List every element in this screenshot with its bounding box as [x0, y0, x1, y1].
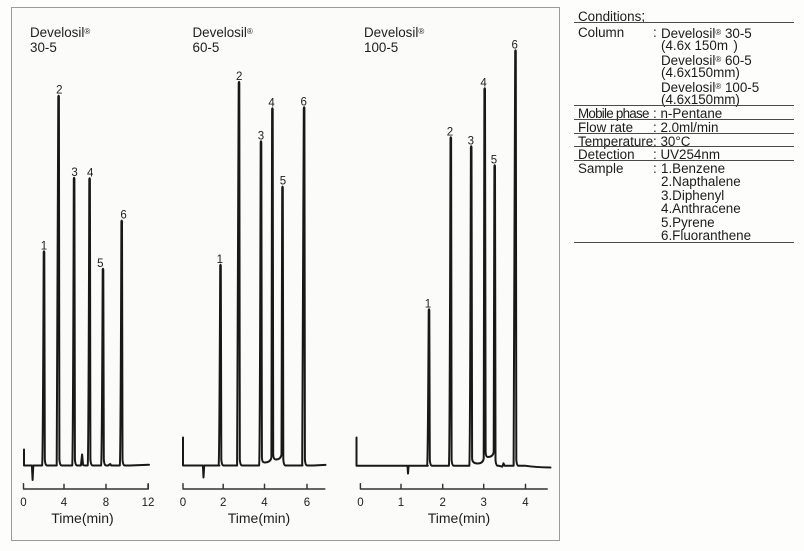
svg-text:3: 3: [468, 135, 474, 147]
svg-text:3: 3: [71, 167, 77, 179]
svg-text:4: 4: [268, 97, 275, 109]
svg-text:4: 4: [261, 497, 268, 509]
svg-text:5: 5: [97, 258, 103, 270]
svg-text:0: 0: [357, 497, 363, 509]
svg-text:0: 0: [180, 497, 186, 509]
svg-text:1: 1: [398, 497, 404, 509]
svg-text:6: 6: [120, 210, 126, 222]
svg-text:4: 4: [522, 497, 529, 509]
svg-text:2: 2: [447, 126, 453, 138]
svg-text:6: 6: [304, 497, 310, 509]
svg-text:4: 4: [87, 167, 94, 179]
svg-text:1: 1: [425, 298, 431, 310]
svg-text:3: 3: [258, 130, 264, 142]
svg-text:Time(min): Time(min): [428, 510, 490, 526]
svg-text:6: 6: [300, 96, 306, 108]
svg-text:1: 1: [217, 254, 223, 266]
svg-text:5: 5: [491, 154, 497, 166]
svg-text:4: 4: [61, 497, 68, 509]
svg-text:1: 1: [41, 240, 47, 252]
svg-text:2: 2: [236, 71, 242, 83]
svg-text:12: 12: [142, 497, 155, 509]
svg-text:3: 3: [480, 497, 486, 509]
svg-text:8: 8: [103, 497, 109, 509]
svg-text:4: 4: [480, 77, 487, 89]
svg-text:Time(min): Time(min): [51, 510, 113, 526]
svg-text:2: 2: [439, 497, 445, 509]
svg-text:0: 0: [20, 497, 26, 509]
svg-text:5: 5: [280, 176, 286, 188]
svg-text:2: 2: [220, 497, 226, 509]
svg-text:6: 6: [511, 39, 517, 51]
svg-text:2: 2: [56, 85, 62, 97]
svg-text:Time(min): Time(min): [228, 510, 290, 526]
